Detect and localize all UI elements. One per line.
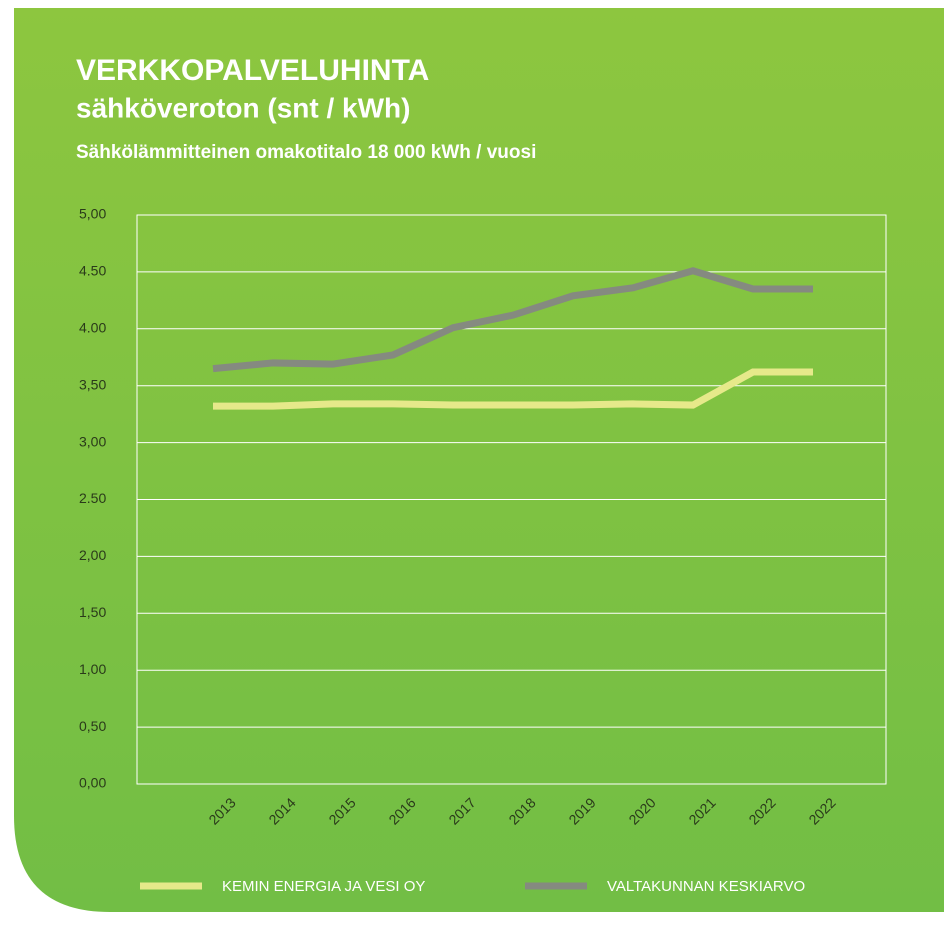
chart-title: VERKKOPALVELUHINTA [76, 54, 429, 87]
y-tick-label: 4.00 [79, 320, 106, 336]
legend-label: VALTAKUNNAN KESKIARVO [607, 878, 805, 895]
y-tick-label: 0,50 [79, 718, 106, 734]
y-tick-label: 1,50 [79, 604, 106, 620]
y-tick-label: 4.50 [79, 263, 106, 279]
y-tick-label: 2.50 [79, 490, 106, 506]
y-tick-label: 2,00 [79, 547, 106, 563]
y-tick-label: 3,50 [79, 376, 106, 392]
data-line [213, 368, 813, 410]
chart-subtitle: sähköveroton (snt / kWh) [76, 92, 410, 123]
y-tick-label: 0,00 [79, 775, 106, 791]
panel [14, 8, 944, 912]
y-tick-label: 1,00 [79, 661, 106, 677]
data-line [212, 267, 813, 373]
y-tick-label: 3,00 [79, 433, 106, 449]
y-tick-label: 5,00 [79, 206, 106, 222]
chart-description: Sähkölämmitteinen omakotitalo 18 000 kWh… [76, 142, 536, 163]
legend-label: KEMIN ENERGIA JA VESI OY [222, 878, 425, 895]
